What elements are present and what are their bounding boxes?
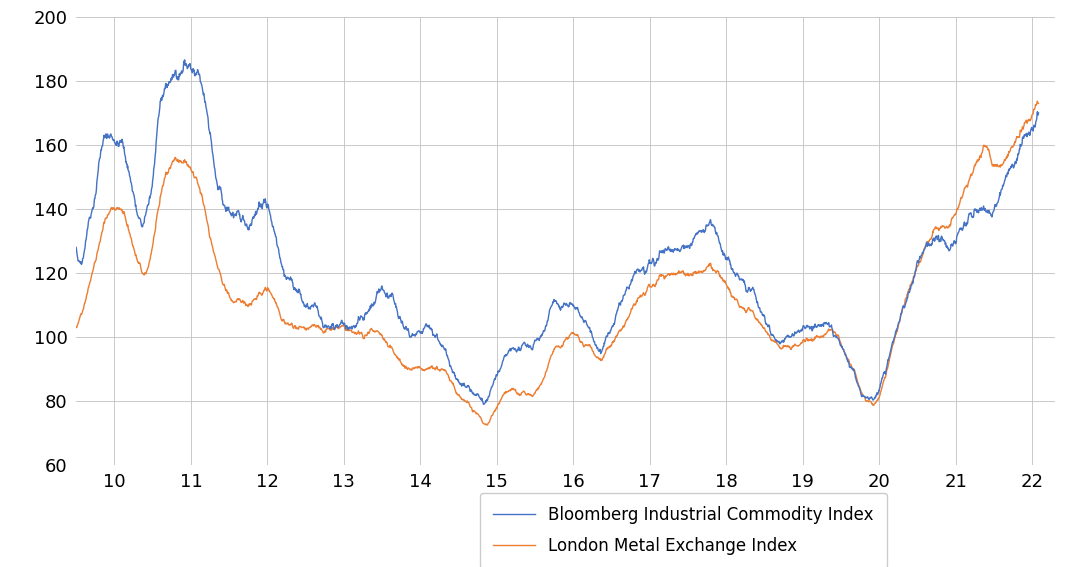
- Bloomberg Industrial Commodity Index: [925, 242, 938, 248]
- Legend: Bloomberg Industrial Commodity Index, London Metal Exchange Index: Bloomberg Industrial Commodity Index, Lo…: [480, 493, 887, 567]
- London Metal Exchange Index: [208, 249, 221, 256]
- London Metal Exchange Index: [423, 365, 436, 372]
- Bloomberg Industrial Commodity Index: [70, 244, 83, 251]
- London Metal Exchange Index: [1033, 100, 1046, 107]
- London Metal Exchange Index: [924, 236, 937, 243]
- London Metal Exchange Index: [750, 316, 763, 323]
- Bloomberg Industrial Commodity Index: [178, 57, 191, 64]
- London Metal Exchange Index: [70, 324, 83, 331]
- Line: London Metal Exchange Index: London Metal Exchange Index: [76, 101, 1039, 425]
- London Metal Exchange Index: [918, 245, 931, 252]
- London Metal Exchange Index: [582, 341, 595, 348]
- Bloomberg Industrial Commodity Index: [208, 164, 221, 171]
- Bloomberg Industrial Commodity Index: [1033, 109, 1046, 116]
- London Metal Exchange Index: [1030, 98, 1043, 104]
- Bloomberg Industrial Commodity Index: [918, 244, 931, 251]
- Bloomberg Industrial Commodity Index: [477, 401, 490, 408]
- London Metal Exchange Index: [480, 421, 493, 428]
- Bloomberg Industrial Commodity Index: [750, 295, 763, 302]
- Line: Bloomberg Industrial Commodity Index: Bloomberg Industrial Commodity Index: [76, 60, 1039, 404]
- Bloomberg Industrial Commodity Index: [423, 325, 436, 332]
- Bloomberg Industrial Commodity Index: [582, 324, 595, 331]
